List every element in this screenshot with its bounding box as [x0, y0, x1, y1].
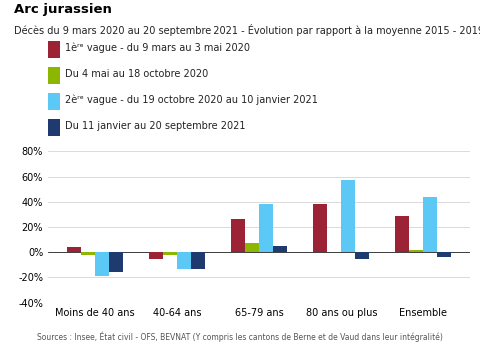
Bar — [259, 204, 273, 252]
Text: 2èʳᵉ vague - du 19 octobre 2020 au 10 janvier 2021: 2èʳᵉ vague - du 19 octobre 2020 au 10 ja… — [65, 95, 318, 105]
Text: Sources : Insee, État civil - OFS, BEVNAT (Y compris les cantons de Berne et de : Sources : Insee, État civil - OFS, BEVNA… — [37, 332, 443, 342]
Bar — [177, 252, 191, 269]
Text: 1èʳᵉ vague - du 9 mars au 3 mai 2020: 1èʳᵉ vague - du 9 mars au 3 mai 2020 — [65, 43, 250, 53]
Bar — [67, 247, 81, 252]
Bar — [273, 246, 287, 252]
Text: Décès du 9 mars 2020 au 20 septembre 2021 - Évolution par rapport à la moyenne 2: Décès du 9 mars 2020 au 20 septembre 202… — [14, 24, 480, 36]
Text: Arc jurassien: Arc jurassien — [14, 3, 112, 17]
Text: Du 11 janvier au 20 septembre 2021: Du 11 janvier au 20 septembre 2021 — [65, 120, 245, 131]
Bar — [109, 252, 123, 272]
Bar — [313, 204, 327, 252]
Bar — [355, 252, 369, 259]
Bar — [437, 252, 451, 257]
Bar — [81, 252, 95, 255]
Bar — [163, 252, 177, 255]
Bar — [191, 252, 205, 269]
Bar — [245, 244, 259, 252]
Bar — [149, 252, 163, 259]
Text: Du 4 mai au 18 octobre 2020: Du 4 mai au 18 octobre 2020 — [65, 69, 208, 79]
Bar — [396, 216, 409, 252]
Bar — [423, 197, 437, 252]
Bar — [231, 219, 245, 252]
Bar — [409, 250, 423, 252]
Bar — [95, 252, 109, 276]
Bar — [341, 180, 355, 252]
